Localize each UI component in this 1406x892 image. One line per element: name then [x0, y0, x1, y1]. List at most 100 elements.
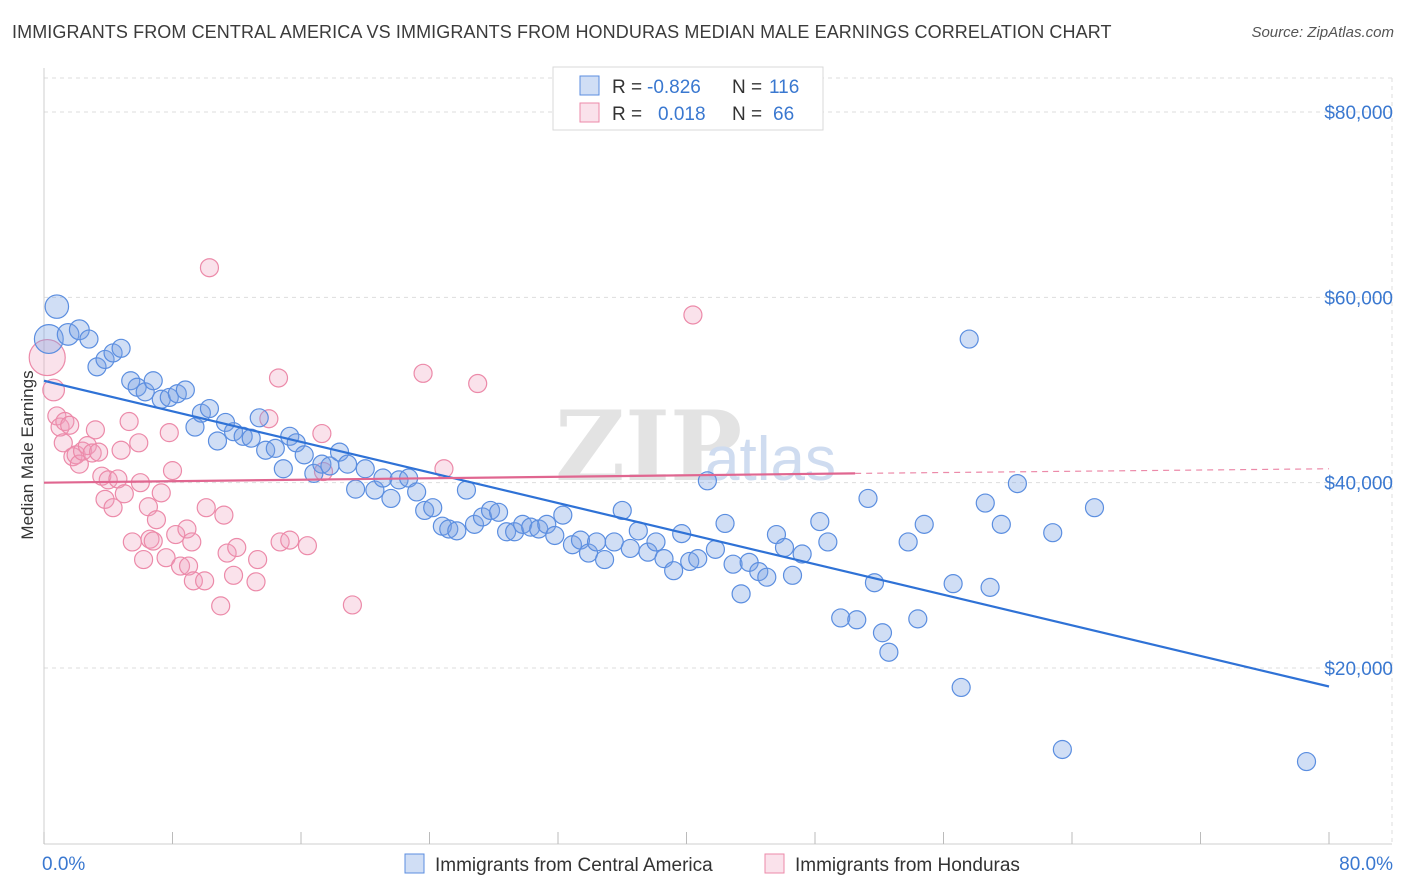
legend-n-value-2: 66 — [773, 104, 794, 125]
central-america-point-93 — [831, 608, 851, 628]
honduras-point-6 — [60, 415, 80, 435]
central-america-point-19 — [199, 398, 220, 419]
central-america-point-49 — [447, 521, 467, 541]
honduras-point-42 — [196, 498, 216, 518]
honduras-point-7 — [63, 447, 83, 467]
honduras-point-28 — [140, 529, 160, 549]
central-america-point-79 — [697, 471, 717, 491]
central-america-point-83 — [731, 584, 751, 604]
central-america-point-88 — [774, 537, 795, 558]
central-america-point-81 — [715, 513, 735, 534]
honduras-point-24 — [129, 433, 149, 453]
watermark: ZIP atlas — [555, 390, 836, 503]
honduras-point-47 — [223, 565, 244, 585]
legend-r-label-1: R = — [612, 77, 642, 98]
central-america-point-100 — [908, 609, 928, 629]
central-america-point-89 — [782, 565, 803, 585]
central-america-point-99 — [898, 532, 918, 552]
honduras-point-35 — [166, 524, 186, 545]
honduras-point-59 — [413, 363, 433, 383]
central-america-point-37 — [346, 479, 366, 499]
legend-r-label-2: R = — [612, 104, 642, 125]
central-america-point-5 — [87, 357, 107, 377]
trend-line-honduras — [43, 472, 856, 484]
central-america-point-108 — [1007, 473, 1027, 494]
central-america-point-95 — [858, 488, 878, 509]
y-tick-label-2: $60,000 — [1324, 288, 1393, 309]
central-america-point-107 — [991, 514, 1011, 534]
central-america-point-55 — [497, 522, 517, 542]
central-america-point-8 — [111, 338, 131, 358]
honduras-point-18 — [103, 498, 123, 518]
central-america-point-61 — [545, 525, 565, 546]
honduras-point-41 — [195, 571, 215, 591]
honduras-point-36 — [170, 556, 191, 576]
central-america-point-94 — [847, 610, 867, 630]
honduras-point-46 — [217, 543, 237, 563]
y-axis-label: Median Male Earnings — [18, 370, 37, 540]
honduras-point-62 — [683, 305, 703, 325]
central-america-point-20 — [207, 431, 228, 451]
honduras-point-56 — [312, 423, 332, 444]
central-america-point-68 — [604, 532, 624, 552]
legend-bottom-swatch-pink — [764, 853, 785, 874]
central-america-point-41 — [381, 488, 401, 509]
honduras-point-29 — [143, 531, 163, 551]
central-america-point-27 — [265, 438, 285, 458]
honduras-point-54 — [280, 530, 300, 550]
central-america-point-25 — [249, 408, 269, 428]
central-america-point-109 — [1043, 523, 1063, 543]
stats-legend: R = -0.826 N = 116 R = 0.018 N = 66 — [552, 66, 824, 131]
central-america-point-106 — [980, 577, 1000, 597]
central-america-point-33 — [312, 454, 332, 474]
central-america-point-111 — [1084, 498, 1105, 518]
central-america-point-48 — [439, 519, 459, 539]
x-tick-label-1: 80.0% — [1339, 854, 1393, 875]
central-america-point-28 — [273, 459, 293, 479]
legend-bottom-label-honduras: Immigrants from Honduras — [795, 855, 1020, 876]
series-central-america-points — [33, 294, 1317, 772]
honduras-point-23 — [122, 532, 142, 552]
central-america-point-31 — [294, 445, 314, 465]
honduras-point-55 — [297, 536, 318, 556]
central-america-point-73 — [646, 532, 666, 552]
honduras-point-31 — [151, 483, 171, 503]
central-america-point-2 — [56, 323, 80, 346]
central-america-point-98 — [879, 642, 899, 662]
honduras-point-58 — [342, 595, 362, 615]
central-america-point-36 — [337, 454, 358, 474]
central-america-point-53 — [480, 500, 501, 521]
trend-line-central-america — [43, 379, 1330, 688]
honduras-point-48 — [227, 537, 247, 558]
central-america-point-11 — [135, 382, 155, 402]
x-tick-label-0: 0.0% — [42, 854, 85, 875]
honduras-point-61 — [468, 373, 488, 394]
central-america-point-105 — [975, 493, 995, 513]
legend-n-label-2: N = — [732, 104, 762, 125]
y-tick-label-1: $40,000 — [1324, 474, 1393, 495]
honduras-point-40 — [183, 571, 203, 591]
central-america-point-4 — [79, 329, 99, 349]
central-america-point-78 — [688, 549, 708, 569]
central-america-point-51 — [464, 514, 485, 534]
watermark-atlas: atlas — [705, 425, 836, 494]
central-america-point-66 — [586, 532, 607, 552]
central-america-point-103 — [951, 677, 971, 698]
central-america-point-46 — [423, 498, 443, 518]
honduras-point-49 — [246, 572, 266, 592]
central-america-point-90 — [792, 544, 812, 564]
central-america-point-62 — [553, 505, 573, 525]
honduras-point-45 — [214, 505, 234, 525]
central-america-point-38 — [355, 459, 375, 479]
central-america-point-86 — [757, 567, 777, 587]
central-america-point-60 — [537, 514, 557, 534]
y-tick-labels: $20,000 $40,000 $60,000 $80,000 — [1324, 103, 1393, 680]
central-america-point-6 — [95, 349, 115, 370]
honduras-point-33 — [159, 423, 179, 443]
central-america-point-91 — [810, 511, 830, 532]
source-label: Source: ZipAtlas.com — [1251, 24, 1394, 41]
central-america-point-97 — [872, 623, 893, 643]
central-america-point-112 — [1296, 751, 1317, 772]
honduras-point-20 — [111, 440, 131, 460]
